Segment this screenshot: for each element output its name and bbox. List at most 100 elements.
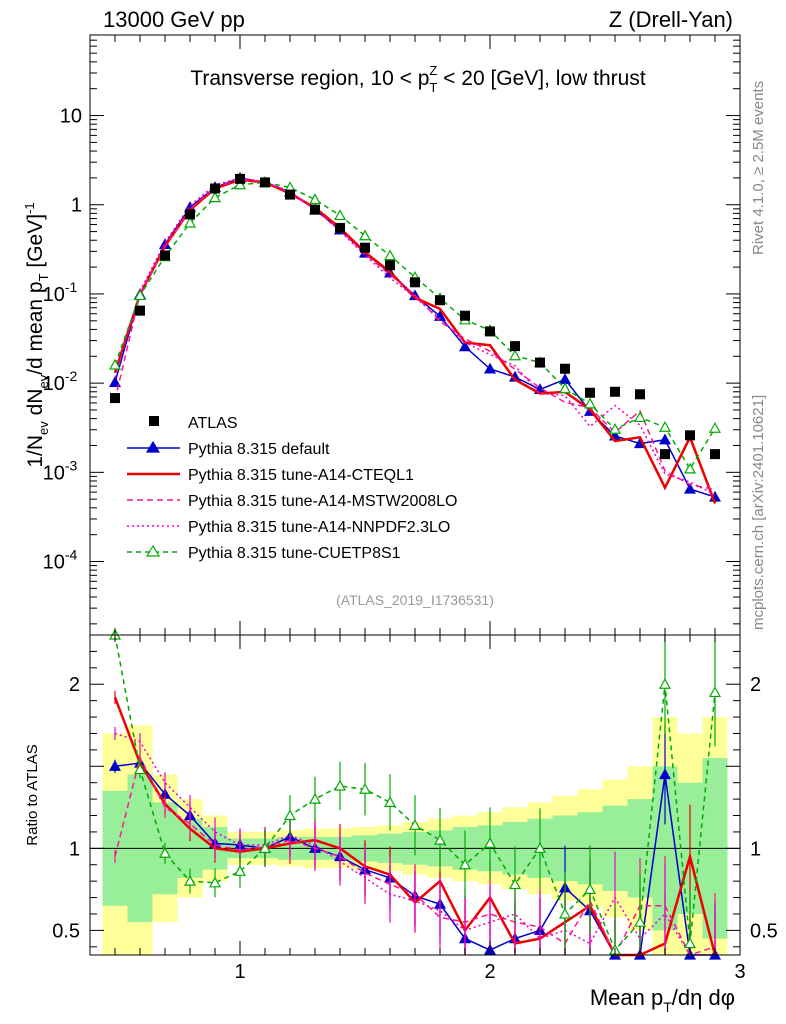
series-marker — [483, 362, 497, 374]
legend: ATLAS Pythia 8.315 default Pythia 8.315 tu… — [127, 415, 457, 562]
ratio-y-label: Ratio to ATLAS — [24, 744, 41, 845]
ratio-series-marker — [458, 858, 472, 870]
legend-label: ATLAS — [188, 415, 238, 432]
data-point — [485, 326, 495, 337]
series-marker — [608, 423, 622, 434]
ratio-series-marker — [208, 876, 222, 888]
ylabel-a: 1/N — [24, 435, 47, 468]
data-point — [610, 386, 620, 397]
ylabel-c: /d mean p — [24, 281, 47, 374]
y-axis-label: 1/Nev dNev/d mean pT [GeV]-1 — [22, 202, 51, 467]
data-point — [310, 204, 320, 215]
ratio-series-marker — [233, 865, 247, 876]
legend-label: Pythia 8.315 tune-A14-MSTW2008LO — [188, 493, 457, 510]
ylabel-d: [GeV] — [24, 214, 47, 274]
ratio-series-marker — [683, 937, 697, 949]
ratio-series-marker — [358, 783, 372, 794]
title-pre: Transverse region, 10 < p — [190, 67, 429, 90]
series-marker — [658, 433, 672, 445]
series-marker — [308, 193, 322, 205]
ratio-series-marker — [583, 883, 597, 894]
ylabel-b: dN — [24, 389, 47, 422]
ylabel-c-sub: T — [36, 273, 51, 281]
analysis-tag: (ATLAS_2019_I1736531) — [336, 592, 494, 608]
data-point — [560, 363, 570, 374]
ratio-tick-label-left: 0.5 — [52, 920, 80, 942]
ratio-series-marker — [433, 833, 447, 845]
x-axis-label: Mean pT/dη dφ — [590, 985, 735, 1015]
series-marker — [683, 482, 697, 494]
series-marker — [658, 421, 672, 432]
xlabel-post: /dη dφ — [672, 985, 735, 1010]
title-sup: Z — [429, 63, 437, 78]
ratio-series-marker — [633, 915, 647, 927]
ratio-series-marker — [308, 792, 322, 804]
x-tick-label: 1 — [234, 961, 245, 983]
legend-marker — [145, 440, 161, 453]
series-marker — [208, 191, 222, 203]
y-tick-label: 10-4 — [43, 547, 78, 574]
data-point — [535, 357, 545, 368]
legend-label: Pythia 8.315 tune-CUETP8S1 — [188, 545, 401, 562]
ratio-series-marker — [133, 763, 147, 775]
ylabel-b-sub: ev — [36, 374, 51, 388]
ratio-series-marker — [658, 677, 672, 689]
ratio-series-marker — [283, 809, 297, 821]
main-plot-area — [108, 171, 722, 504]
series-marker — [358, 229, 372, 241]
y-tick-label: 10-3 — [43, 457, 78, 484]
series-marker — [383, 249, 397, 261]
data-point — [635, 389, 645, 400]
series-marker — [558, 373, 572, 384]
ratio-tick-label-left: 2 — [69, 674, 80, 696]
data-point — [235, 173, 245, 184]
header-left: 13000 GeV pp — [103, 7, 245, 32]
ratio-tick-label-right: 0.5 — [750, 920, 778, 942]
ratio-series-marker — [708, 686, 722, 698]
rivet-label: Rivet 4.1.0, ≥ 2.5M events — [750, 81, 767, 255]
series-marker — [108, 376, 122, 387]
ratio-plot-area — [90, 628, 740, 960]
y-tick-label: 10-1 — [43, 279, 78, 306]
series-marker — [683, 462, 697, 474]
data-point — [285, 189, 295, 200]
data-point — [335, 222, 345, 233]
title-post: < 20 [GeV], low thrust — [437, 67, 646, 90]
ylabel-d-sup: -1 — [22, 202, 37, 214]
data-point — [410, 277, 420, 288]
series-marker — [508, 349, 522, 361]
legend-label: Pythia 8.315 default — [188, 441, 330, 458]
series-marker — [633, 411, 647, 423]
ratio-series-marker — [508, 878, 522, 890]
chart-title: Transverse region, 10 < pTZ < 20 [GeV], … — [190, 63, 646, 95]
x-tick-label: 3 — [734, 961, 745, 983]
xlabel-sub: T — [663, 999, 672, 1015]
data-point — [585, 387, 595, 398]
y-tick-label: 1 — [71, 195, 82, 217]
series-marker — [233, 178, 247, 190]
ratio-series-marker — [183, 874, 197, 886]
data-point — [135, 305, 145, 316]
ratio-series-marker — [483, 837, 497, 849]
series-marker — [458, 340, 472, 352]
ratio-series-marker — [333, 779, 347, 791]
series-marker — [333, 209, 347, 221]
xlabel-pre: Mean p — [590, 985, 663, 1010]
x-tick-label: 2 — [484, 961, 495, 983]
data-point — [710, 449, 720, 460]
series-marker — [583, 397, 597, 409]
data-point — [460, 310, 470, 321]
data-point — [260, 177, 270, 188]
data-point — [110, 393, 120, 404]
ratio-series-marker — [533, 842, 547, 853]
data-point — [185, 209, 195, 220]
legend-label: Pythia 8.315 tune-A14-CTEQL1 — [188, 467, 414, 484]
title-sub: T — [429, 80, 437, 95]
data-point — [360, 242, 370, 253]
data-point — [660, 449, 670, 460]
ratio-tick-label-right: 1 — [750, 838, 761, 860]
series-marker — [133, 289, 147, 301]
ratio-series-marker — [258, 842, 272, 853]
series-marker — [108, 358, 122, 370]
